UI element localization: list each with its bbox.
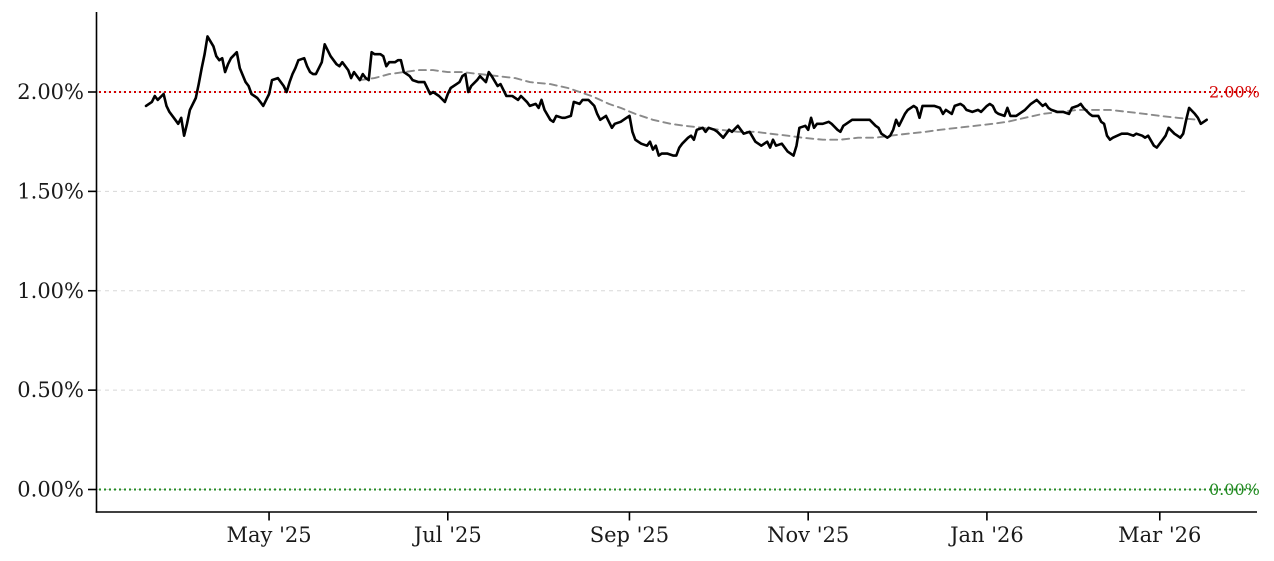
y-tick-label: 1.50% — [17, 179, 84, 203]
x-tick-label: Mar '26 — [1118, 523, 1201, 547]
reference-line-label: 0.00% — [1209, 480, 1260, 499]
x-tick-label: Jul '25 — [412, 523, 482, 547]
x-tick-label: May '25 — [227, 523, 312, 547]
y-tick-label: 0.50% — [17, 378, 84, 402]
y-tick-label: 2.00% — [17, 80, 84, 104]
y-tick-label: 1.00% — [17, 279, 84, 303]
y-tick-label: 0.00% — [17, 478, 84, 502]
x-tick-label: Jan '26 — [948, 523, 1024, 547]
x-tick-label: Nov '25 — [767, 523, 849, 547]
series-daily-line — [144, 35, 1208, 157]
x-tick-label: Sep '25 — [590, 523, 669, 547]
reference-line-label: 2.00% — [1209, 83, 1260, 102]
